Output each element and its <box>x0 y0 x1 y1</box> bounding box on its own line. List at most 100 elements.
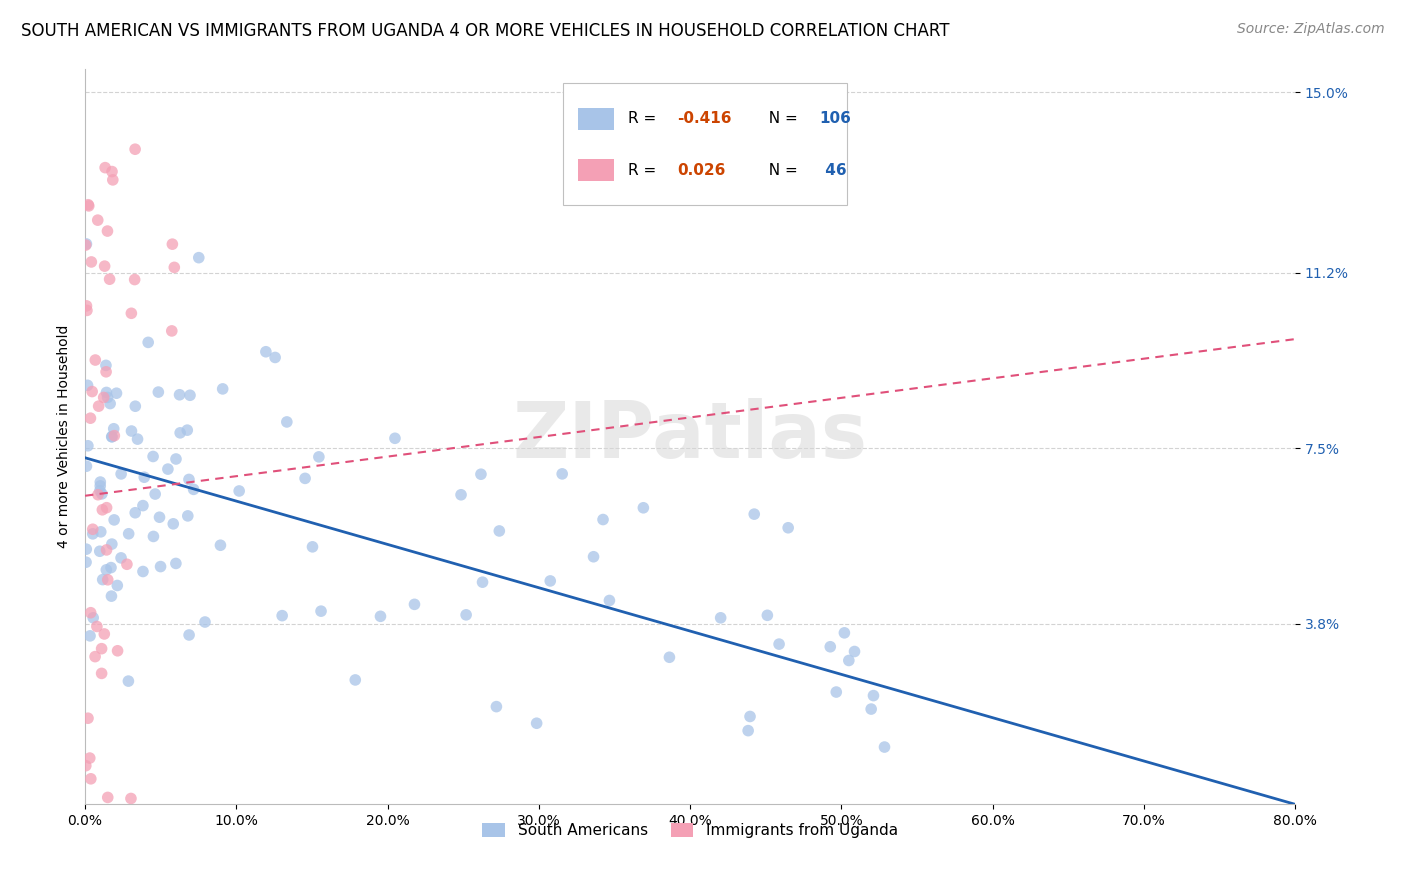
Point <box>80 255 103 269</box>
Point <box>75 758 97 772</box>
Point <box>77 199 100 213</box>
Point <box>100 560 122 574</box>
Point <box>127 432 149 446</box>
FancyBboxPatch shape <box>578 108 614 129</box>
Point <box>103 513 125 527</box>
Point <box>485 699 508 714</box>
Text: N =: N = <box>759 162 803 178</box>
Point <box>370 609 392 624</box>
Point <box>87 213 110 227</box>
Point <box>121 424 143 438</box>
Point <box>89 475 111 489</box>
Point <box>228 483 250 498</box>
Point <box>450 488 472 502</box>
Point <box>254 344 277 359</box>
Point <box>756 608 779 623</box>
Point <box>177 508 200 523</box>
Point <box>526 716 548 731</box>
Text: 0.026: 0.026 <box>676 162 725 178</box>
Point <box>825 685 848 699</box>
Point <box>89 544 111 558</box>
Point <box>89 479 111 493</box>
Point <box>110 550 132 565</box>
Point <box>276 415 298 429</box>
FancyBboxPatch shape <box>562 83 848 204</box>
FancyBboxPatch shape <box>578 159 614 181</box>
Point <box>93 391 115 405</box>
Y-axis label: 4 or more Vehicles in Household: 4 or more Vehicles in Household <box>58 325 72 548</box>
Point <box>294 471 316 485</box>
Point <box>165 557 187 571</box>
Point <box>98 272 121 286</box>
Point <box>86 619 108 633</box>
Text: ZIPatlas: ZIPatlas <box>513 399 868 475</box>
Point <box>301 540 323 554</box>
Point <box>77 711 100 725</box>
Point <box>768 637 790 651</box>
Point <box>75 238 97 252</box>
Point <box>160 324 183 338</box>
Point <box>82 611 104 625</box>
Point <box>132 499 155 513</box>
Point <box>404 598 426 612</box>
Point <box>76 299 98 313</box>
Point <box>142 529 165 543</box>
Point <box>103 428 125 442</box>
Point <box>820 640 842 654</box>
Point <box>103 422 125 436</box>
Point <box>156 462 179 476</box>
Point <box>148 385 170 400</box>
Point <box>844 644 866 658</box>
Point <box>471 575 494 590</box>
Point <box>194 615 217 629</box>
Point <box>308 450 330 464</box>
Point <box>79 411 101 425</box>
Point <box>169 388 191 402</box>
Point <box>551 467 574 481</box>
Point <box>582 549 605 564</box>
Point <box>96 500 118 515</box>
Point <box>76 303 98 318</box>
Point <box>75 542 97 557</box>
Point <box>101 537 124 551</box>
Text: SOUTH AMERICAN VS IMMIGRANTS FROM UGANDA 4 OR MORE VEHICLES IN HOUSEHOLD CORRELA: SOUTH AMERICAN VS IMMIGRANTS FROM UGANDA… <box>21 22 949 40</box>
Point <box>75 459 97 474</box>
Point <box>211 382 233 396</box>
Point <box>79 751 101 765</box>
Point <box>82 384 104 399</box>
Point <box>860 702 883 716</box>
Point <box>90 524 112 539</box>
Point <box>98 396 121 410</box>
Point <box>598 593 620 607</box>
Point <box>162 516 184 531</box>
Point <box>97 573 120 587</box>
Point <box>149 559 172 574</box>
Point <box>163 260 186 275</box>
Point <box>115 558 138 572</box>
Point <box>838 653 860 667</box>
Point <box>177 472 200 486</box>
Point <box>118 526 141 541</box>
Point <box>90 641 112 656</box>
Text: R =: R = <box>628 112 661 126</box>
Point <box>738 709 761 723</box>
Point <box>136 335 159 350</box>
Point <box>77 198 100 212</box>
Point <box>75 555 97 569</box>
Point <box>93 627 115 641</box>
Point <box>101 430 124 444</box>
Point <box>93 259 115 273</box>
Point <box>101 173 124 187</box>
Point <box>96 563 118 577</box>
Point <box>82 522 104 536</box>
Point <box>100 430 122 444</box>
Point <box>76 378 98 392</box>
Point <box>742 507 765 521</box>
Point <box>110 467 132 481</box>
Point <box>134 470 156 484</box>
Point <box>80 772 103 786</box>
Point <box>120 306 142 320</box>
Point <box>592 512 614 526</box>
Point <box>309 604 332 618</box>
Point <box>162 237 184 252</box>
